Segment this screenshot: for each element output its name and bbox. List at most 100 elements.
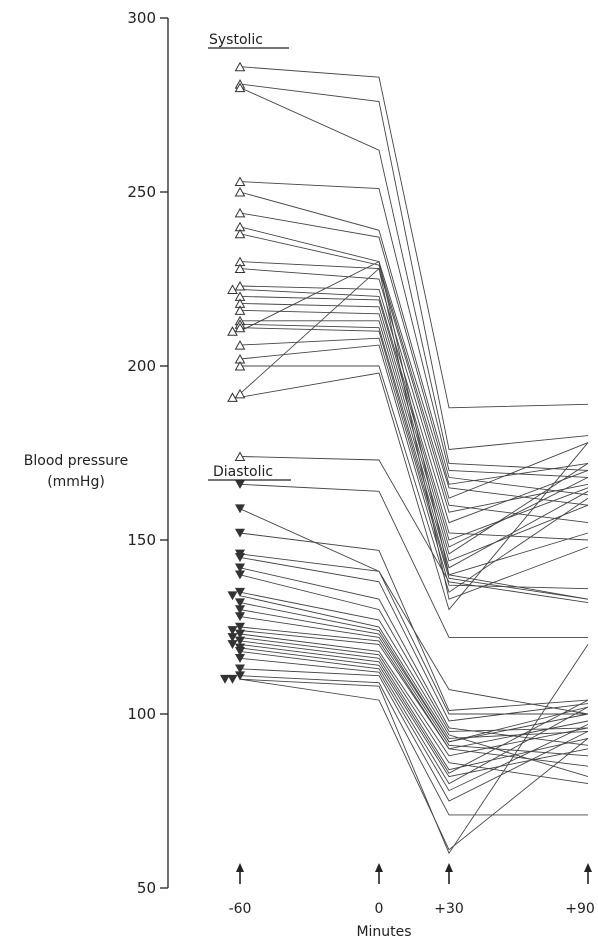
diastolic-marker-8 bbox=[234, 587, 246, 597]
diastolic-subject-line-13 bbox=[239, 626, 589, 750]
systolic-subject-line-8 bbox=[239, 233, 589, 499]
systolic-subject-line-18 bbox=[239, 327, 589, 576]
diastolic-subject-line-5 bbox=[239, 556, 589, 722]
diastolic-marker-16 bbox=[227, 633, 238, 643]
diastolic-subject-line-24 bbox=[239, 644, 589, 855]
systolic-subject-line-1 bbox=[239, 66, 589, 409]
systolic-subject-line-11 bbox=[239, 285, 589, 524]
systolic-marker-8 bbox=[234, 228, 246, 239]
systolic-subject-line-10 bbox=[239, 268, 589, 513]
diastolic-marker-13 bbox=[234, 622, 246, 632]
diastolic-subject-line-11 bbox=[239, 609, 589, 743]
systolic-marker-24 bbox=[227, 392, 238, 402]
systolic-subject-line-23 bbox=[239, 267, 589, 600]
diastolic-marker-11 bbox=[234, 605, 246, 615]
diastolic-subject-line-4 bbox=[239, 553, 588, 715]
diastolic-marker-15 bbox=[234, 629, 246, 639]
diastolic-marker-3 bbox=[234, 528, 246, 538]
diastolic-subject-line-20 bbox=[239, 650, 589, 785]
diastolic-subject-line-23 bbox=[239, 675, 588, 816]
diastolic-label: Diastolic bbox=[213, 464, 273, 480]
x-axis-layer: -60 0 +30 +90 bbox=[229, 863, 595, 917]
diastolic-subject-line-10 bbox=[239, 602, 589, 743]
y-tick-label-100: 100 bbox=[127, 705, 156, 723]
y-tick-label-150: 150 bbox=[127, 531, 156, 549]
systolic-subject-line-5 bbox=[239, 191, 589, 496]
systolic-subject-line-25 bbox=[239, 456, 589, 604]
systolic-subject-line-2 bbox=[239, 83, 589, 450]
systolic-marker-22 bbox=[234, 360, 246, 371]
series-lines-layer bbox=[239, 66, 589, 855]
systolic-marker-20 bbox=[234, 340, 246, 350]
diastolic-subject-line-17 bbox=[239, 640, 589, 771]
systolic-subject-line-16 bbox=[240, 320, 589, 562]
markers-layer bbox=[219, 61, 246, 684]
y-tick-label-50: 50 bbox=[137, 879, 156, 897]
diastolic-marker-18 bbox=[227, 640, 238, 650]
systolic-subject-line-21 bbox=[239, 344, 589, 590]
diastolic-subject-line-19 bbox=[239, 647, 589, 778]
diastolic-subject-line-3 bbox=[239, 532, 589, 711]
diastolic-subject-line-18 bbox=[239, 643, 589, 774]
diastolic-subject-line-12 bbox=[239, 616, 589, 757]
systolic-subject-line-14 bbox=[239, 302, 589, 548]
diastolic-marker-2 bbox=[234, 504, 246, 514]
diastolic-marker-7 bbox=[234, 570, 246, 580]
y-tick-label-200: 200 bbox=[127, 357, 156, 375]
systolic-subject-line-22 bbox=[240, 365, 589, 593]
systolic-marker-4 bbox=[234, 176, 246, 187]
systolic-marker-15 bbox=[234, 305, 246, 315]
systolic-marker-12 bbox=[227, 284, 238, 294]
systolic-subject-line-3 bbox=[239, 87, 589, 471]
systolic-subject-line-9 bbox=[239, 261, 589, 524]
y-axis-label: Blood pressure bbox=[24, 453, 128, 469]
diastolic-subject-line-22 bbox=[239, 668, 589, 802]
diastolic-marker-9 bbox=[227, 591, 238, 601]
diastolic-marker-20 bbox=[234, 647, 246, 656]
diastolic-subject-line-7 bbox=[239, 574, 589, 732]
x-arrow-head-3 bbox=[584, 863, 592, 872]
systolic-marker-1 bbox=[234, 61, 246, 72]
diastolic-marker-23 bbox=[234, 671, 246, 681]
x-tick-label-2: +30 bbox=[434, 901, 464, 917]
diastolic-marker-25 bbox=[219, 674, 231, 684]
systolic-marker-10 bbox=[234, 263, 246, 274]
x-tick-label-0: -60 bbox=[229, 901, 252, 917]
x-axis-label: Minutes bbox=[356, 924, 411, 939]
systolic-subject-line-24 bbox=[239, 372, 589, 611]
diastolic-marker-24 bbox=[227, 674, 238, 684]
diastolic-marker-6 bbox=[234, 563, 246, 573]
systolic-marker-18 bbox=[234, 322, 246, 333]
systolic-marker-23 bbox=[234, 388, 246, 399]
x-arrow-head-0 bbox=[236, 863, 244, 872]
y-tick-layer: 50 100 150 200 250 300 bbox=[127, 9, 168, 897]
systolic-marker-3 bbox=[234, 82, 246, 93]
diastolic-subject-line-8 bbox=[239, 591, 589, 778]
diastolic-subject-line-21 bbox=[239, 657, 589, 792]
systolic-subject-line-20 bbox=[239, 337, 589, 600]
systolic-marker-25 bbox=[234, 451, 246, 461]
y-axis-unit-label: (mmHg) bbox=[47, 474, 105, 490]
diastolic-marker-10 bbox=[234, 598, 246, 608]
diastolic-marker-14 bbox=[227, 626, 238, 636]
systolic-marker-11 bbox=[234, 280, 246, 291]
systolic-label: Systolic bbox=[209, 32, 263, 48]
systolic-marker-19 bbox=[227, 326, 238, 336]
diastolic-marker-17 bbox=[234, 636, 246, 646]
diastolic-marker-21 bbox=[234, 654, 246, 663]
x-tick-label-1: 0 bbox=[375, 901, 384, 917]
diastolic-marker-12 bbox=[234, 612, 246, 622]
y-tick-label-250: 250 bbox=[127, 183, 156, 201]
x-tick-label-3: +90 bbox=[565, 901, 595, 917]
diastolic-marker-5 bbox=[234, 553, 246, 563]
diastolic-subject-line-16 bbox=[239, 636, 589, 785]
y-tick-label-300: 300 bbox=[127, 9, 156, 27]
systolic-subject-line-6 bbox=[239, 212, 589, 485]
x-arrow-head-2 bbox=[445, 863, 453, 872]
x-arrow-head-1 bbox=[375, 863, 383, 872]
systolic-subject-line-17 bbox=[239, 323, 589, 569]
systolic-subject-line-12 bbox=[239, 288, 589, 541]
diastolic-subject-line-25 bbox=[239, 678, 589, 851]
systolic-marker-5 bbox=[234, 186, 246, 197]
